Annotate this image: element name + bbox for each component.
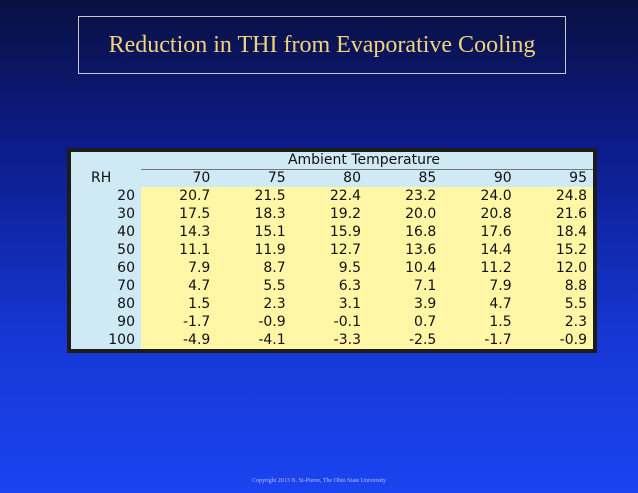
thi-value-cell: 1.5 xyxy=(141,295,217,313)
thi-value-cell: 7.1 xyxy=(366,277,443,295)
rh-header: RH xyxy=(71,169,141,187)
super-header-row: Ambient Temperature xyxy=(71,152,593,170)
table-row: 40 14.3 15.1 15.9 16.8 17.6 18.4 xyxy=(71,223,593,241)
thi-value-cell: -2.5 xyxy=(366,331,443,349)
rh-cell: 100 xyxy=(71,331,141,349)
thi-value-cell: 9.5 xyxy=(291,259,367,277)
blank-corner-cell xyxy=(71,152,141,170)
table-row: 50 11.1 11.9 12.7 13.6 14.4 15.2 xyxy=(71,241,593,259)
thi-value-cell: 2.3 xyxy=(216,295,292,313)
thi-value-cell: 17.6 xyxy=(442,223,518,241)
thi-value-cell: 11.9 xyxy=(216,241,292,259)
thi-value-cell: -0.9 xyxy=(216,313,292,331)
thi-value-cell: 20.0 xyxy=(366,205,443,223)
thi-value-cell: 6.3 xyxy=(291,277,367,295)
table-body: 20 20.7 21.5 22.4 23.2 24.0 24.8 30 17.5 18.3 19.2… xyxy=(71,187,593,349)
thi-value-cell: 18.3 xyxy=(216,205,292,223)
thi-value-cell: 21.5 xyxy=(216,187,292,205)
thi-value-cell: 4.7 xyxy=(141,277,217,295)
thi-value-cell: 17.5 xyxy=(141,205,217,223)
thi-value-cell: 11.1 xyxy=(141,241,217,259)
thi-value-cell: 13.6 xyxy=(366,241,443,259)
rh-cell: 20 xyxy=(71,187,141,205)
table-row: 70 4.7 5.5 6.3 7.1 7.9 8.8 xyxy=(71,277,593,295)
thi-value-cell: 21.6 xyxy=(517,205,593,223)
temperature-header-row: RH 70 75 80 85 90 95 xyxy=(71,169,593,187)
thi-value-cell: 18.4 xyxy=(517,223,593,241)
table-row: 80 1.5 2.3 3.1 3.9 4.7 5.5 xyxy=(71,295,593,313)
thi-value-cell: 7.9 xyxy=(141,259,217,277)
thi-value-cell: 24.0 xyxy=(442,187,518,205)
thi-value-cell: 14.4 xyxy=(442,241,518,259)
thi-value-cell: 12.7 xyxy=(291,241,367,259)
thi-value-cell: -0.9 xyxy=(517,331,593,349)
thi-value-cell: 15.9 xyxy=(291,223,367,241)
title-box: Reduction in THI from Evaporative Coolin… xyxy=(78,16,566,74)
thi-value-cell: 12.0 xyxy=(517,259,593,277)
thi-value-cell: 8.7 xyxy=(216,259,292,277)
rh-cell: 90 xyxy=(71,313,141,331)
thi-value-cell: 11.2 xyxy=(442,259,518,277)
temperature-header-cell: 75 xyxy=(216,169,292,187)
ambient-temperature-header: Ambient Temperature xyxy=(141,152,593,170)
rh-cell: 30 xyxy=(71,205,141,223)
temperature-header-cell: 90 xyxy=(442,169,518,187)
thi-value-cell: -4.1 xyxy=(216,331,292,349)
thi-value-cell: 5.5 xyxy=(517,295,593,313)
rh-cell: 40 xyxy=(71,223,141,241)
thi-reduction-table: Ambient Temperature RH 70 75 80 85 90 95 20 20… xyxy=(71,152,593,349)
copyright-notice: Copyright 2013 N. St-Pierre, The Ohio St… xyxy=(251,478,387,484)
thi-value-cell: -1.7 xyxy=(141,313,217,331)
temperature-header-cell: 70 xyxy=(141,169,217,187)
table-row: 90 -1.7 -0.9 -0.1 0.7 1.5 2.3 xyxy=(71,313,593,331)
thi-value-cell: 0.7 xyxy=(366,313,443,331)
slide-title: Reduction in THI from Evaporative Coolin… xyxy=(108,31,536,58)
rh-cell: 70 xyxy=(71,277,141,295)
thi-value-cell: 8.8 xyxy=(517,277,593,295)
thi-value-cell: 20.8 xyxy=(442,205,518,223)
thi-value-cell: 7.9 xyxy=(442,277,518,295)
table-row: 30 17.5 18.3 19.2 20.0 20.8 21.6 xyxy=(71,205,593,223)
thi-value-cell: 23.2 xyxy=(366,187,443,205)
temperature-header-cell: 95 xyxy=(517,169,593,187)
rh-cell: 50 xyxy=(71,241,141,259)
thi-value-cell: 3.1 xyxy=(291,295,367,313)
thi-value-cell: 22.4 xyxy=(291,187,367,205)
thi-value-cell: 15.2 xyxy=(517,241,593,259)
thi-value-cell: -0.1 xyxy=(291,313,367,331)
thi-value-cell: -4.9 xyxy=(141,331,217,349)
thi-value-cell: 19.2 xyxy=(291,205,367,223)
temperature-header-cell: 80 xyxy=(291,169,367,187)
thi-value-cell: 4.7 xyxy=(442,295,518,313)
thi-value-cell: 5.5 xyxy=(216,277,292,295)
table-row: 20 20.7 21.5 22.4 23.2 24.0 24.8 xyxy=(71,187,593,205)
rh-cell: 60 xyxy=(71,259,141,277)
table-row: 100 -4.9 -4.1 -3.3 -2.5 -1.7 -0.9 xyxy=(71,331,593,349)
thi-value-cell: 15.1 xyxy=(216,223,292,241)
thi-value-cell: 24.8 xyxy=(517,187,593,205)
thi-value-cell: -1.7 xyxy=(442,331,518,349)
table-row: 60 7.9 8.7 9.5 10.4 11.2 12.0 xyxy=(71,259,593,277)
thi-value-cell: 10.4 xyxy=(366,259,443,277)
thi-value-cell: 16.8 xyxy=(366,223,443,241)
thi-value-cell: 2.3 xyxy=(517,313,593,331)
thi-value-cell: 3.9 xyxy=(366,295,443,313)
thi-value-cell: 14.3 xyxy=(141,223,217,241)
thi-value-cell: 20.7 xyxy=(141,187,217,205)
temperature-header-cell: 85 xyxy=(366,169,443,187)
thi-value-cell: -3.3 xyxy=(291,331,367,349)
rh-cell: 80 xyxy=(71,295,141,313)
thi-value-cell: 1.5 xyxy=(442,313,518,331)
thi-table-frame: Ambient Temperature RH 70 75 80 85 90 95 20 20… xyxy=(67,148,597,353)
